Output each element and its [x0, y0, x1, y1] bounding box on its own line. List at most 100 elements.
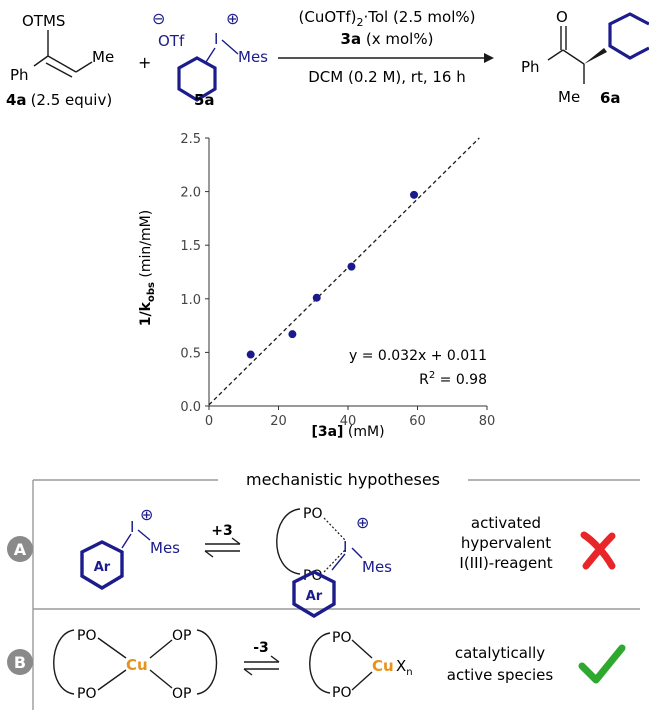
iodine-left: I	[130, 518, 134, 536]
me-label: Me	[558, 88, 580, 106]
dashed-bond-a2	[323, 549, 346, 573]
po-label-b3: PO	[332, 630, 351, 646]
mes-label-right: Mes	[362, 558, 392, 576]
mechanism-panel: mechanistic hypotheses A Ar I ⊕ Mes +3 P…	[7, 470, 640, 710]
bond-cu-op-1	[149, 639, 173, 659]
arene-ring-icon	[177, 56, 217, 102]
desc-a-line3: I(III)-reagent	[459, 554, 552, 572]
y-tick-label: 1.0	[180, 293, 201, 308]
bond-po-cu-3	[351, 639, 373, 659]
reaction-scheme: OTMS Ph Me 4a (2.5 equiv) + ⊖ ⊕ OTf I Mes…	[6, 8, 649, 109]
cu-label-right: Cu	[372, 657, 394, 675]
data-point	[288, 330, 297, 339]
desc-b-line1: catalytically	[455, 644, 545, 662]
label-5a: 5a	[194, 91, 215, 109]
check-icon	[578, 644, 626, 684]
x-tick-label: 60	[409, 414, 426, 429]
ligand-text: 3a (x mol%)	[341, 30, 434, 48]
desc-b-line2: active species	[447, 666, 554, 684]
carbonyl-o-label: O	[556, 8, 568, 26]
desc-a-line2: hypervalent	[461, 534, 551, 552]
fit-line	[208, 137, 480, 406]
hypothesis-b: B PO PO Cu OP OP -3 PO PO Cu Xn catal	[7, 628, 626, 702]
ligand-backbone-a	[276, 508, 301, 575]
bond-po-cu-4	[351, 671, 373, 691]
reagent-plus3: +3	[211, 523, 232, 539]
data-point	[347, 262, 356, 271]
ar-label-left: Ar	[94, 560, 111, 575]
ligand-backbone-b3	[309, 632, 331, 694]
reactant-5a: ⊖ ⊕ OTf I Mes 5a	[152, 9, 268, 109]
y-tick-label: 2.0	[180, 186, 201, 201]
double-bond-a	[47, 55, 77, 73]
bond-ar-i-left	[121, 533, 132, 549]
x-tick-label: 80	[479, 414, 496, 429]
bond-i-ar	[205, 47, 216, 63]
po-label-a1: PO	[303, 506, 322, 522]
ph-label: Ph	[521, 58, 540, 76]
otms-label: OTMS	[22, 12, 65, 30]
negative-charge-icon: ⊖	[152, 9, 165, 28]
plot-axes	[208, 138, 487, 407]
plot-ticks: 0 20 40 60 80 0.0 0.5 1.0 1.5 2.0 2.5	[180, 132, 495, 429]
ar-label-right: Ar	[306, 589, 323, 604]
y-tick-label: 1.5	[180, 239, 201, 254]
kinetics-plot: 0 20 40 60 80 0.0 0.5 1.0 1.5 2.0 2.5 y = 0.032x +…	[138, 132, 495, 440]
x-tick-label: 40	[340, 414, 357, 429]
product-6a: O Ph Me 6a	[521, 8, 649, 107]
ligand-backbone-b1	[53, 629, 75, 695]
equilibrium-arrows-b-icon	[243, 655, 280, 676]
bond-i-mes	[221, 39, 239, 55]
label-6a: 6a	[600, 89, 621, 107]
bond-cu-op-2	[149, 669, 173, 689]
fit-equation: y = 0.032x + 0.011	[349, 348, 487, 364]
y-tick-label: 2.5	[180, 132, 201, 147]
ph-label: Ph	[10, 66, 29, 84]
op-label-b1: OP	[172, 628, 191, 644]
badge-a	[7, 536, 33, 562]
bond-i-mes-right	[351, 547, 363, 559]
mes-label: Mes	[238, 48, 268, 66]
xn-label: Xn	[396, 657, 413, 678]
me-label: Me	[92, 48, 114, 66]
plus-sign: +	[138, 53, 151, 72]
data-points	[246, 190, 419, 359]
x-tick-label: 20	[270, 414, 287, 429]
cross-icon	[580, 531, 616, 570]
bond-c-c	[562, 49, 585, 65]
data-point	[410, 190, 419, 199]
badge-b	[7, 649, 33, 675]
label-4a: 4a (2.5 equiv)	[6, 91, 112, 109]
otf-label: OTf	[158, 32, 185, 50]
badge-b-letter: B	[14, 653, 26, 672]
data-point	[312, 293, 321, 302]
positive-charge-icon: ⊕	[226, 9, 239, 28]
reaction-conditions: (CuOTf)2·Tol (2.5 mol%) 3a (x mol%) DCM …	[278, 8, 494, 86]
reagent-minus3: -3	[253, 640, 269, 656]
x-tick-label: 0	[205, 414, 213, 429]
bond-c-me	[75, 61, 93, 73]
bond-c-ph	[33, 55, 49, 67]
aryl-ring-right-icon	[292, 570, 336, 618]
badge-a-letter: A	[14, 540, 27, 559]
cu-label-left: Cu	[126, 656, 148, 674]
mechanism-title: mechanistic hypotheses	[246, 470, 440, 489]
bond-po-cu-2	[97, 669, 127, 691]
solvent-text: DCM (0.2 M), rt, 16 h	[308, 68, 466, 86]
ligand-backbone-b2	[196, 629, 218, 695]
po-label-b1: PO	[77, 628, 96, 644]
equilibrium-arrows-a-icon	[204, 537, 241, 558]
positive-charge-left-icon: ⊕	[140, 505, 153, 524]
x-axis-label: [3a] (mM)	[311, 424, 384, 440]
mes-label-left: Mes	[150, 539, 180, 557]
positive-charge-right-icon: ⊕	[356, 513, 369, 532]
dashed-bond-a1	[323, 517, 346, 541]
y-axis-label: 1/kobs (min/mM)	[138, 210, 157, 326]
bond-c-ph	[547, 49, 564, 61]
desc-a-line1: activated	[471, 514, 541, 532]
catalyst-text: (CuOTf)2·Tol (2.5 mol%)	[299, 8, 476, 29]
y-tick-label: 0.5	[180, 346, 201, 361]
r-squared-label: R2 = 0.98	[419, 370, 487, 388]
po-label-b4: PO	[332, 685, 351, 701]
data-point	[246, 350, 255, 359]
